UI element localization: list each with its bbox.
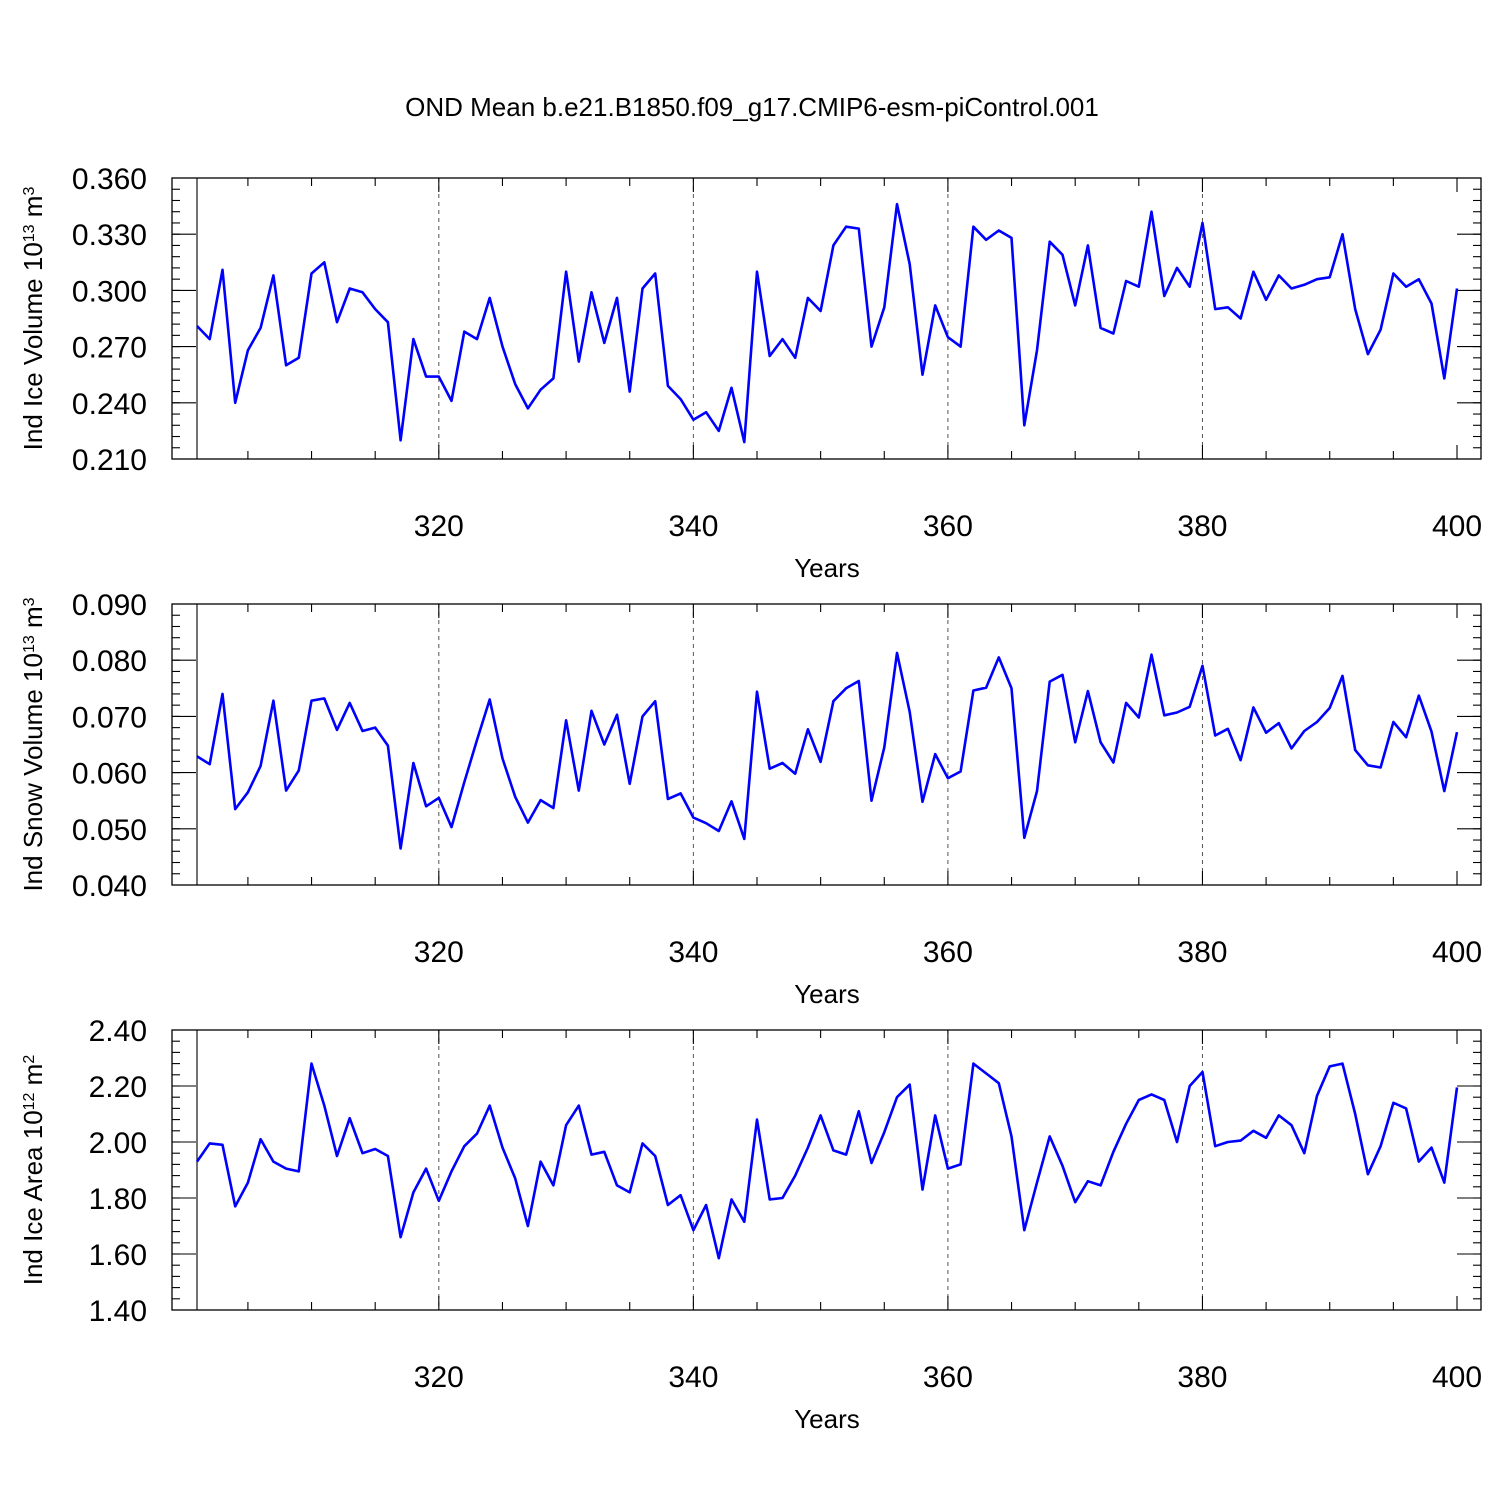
y-tick-label: 1.40	[89, 1295, 147, 1328]
y-tick-label: 2.00	[89, 1127, 147, 1160]
plot-frame	[171, 1029, 1482, 1311]
x-axis-title: Years	[794, 553, 860, 583]
y-tick-label: 0.040	[72, 870, 147, 903]
x-axis-title: Years	[794, 979, 860, 1009]
y-tick-label: 0.080	[72, 645, 147, 678]
plot-frame	[171, 603, 1482, 886]
x-tick-label: 320	[414, 1361, 464, 1394]
x-tick-label: 360	[923, 510, 973, 543]
x-tick-label: 380	[1177, 1361, 1227, 1394]
y-axis-title: Ind Ice Area 1012 m2	[18, 1055, 48, 1286]
y-tick-label: 2.20	[89, 1071, 147, 1104]
y-axis-title: Ind Ice Volume 1013 m3	[18, 187, 48, 451]
chart-title: OND Mean b.e21.B1850.f09_g17.CMIP6-esm-p…	[405, 92, 1099, 122]
panels: 0.210 0.240 0.270 0.300 0.330 0.360 320 340 360 3…	[18, 163, 1482, 1434]
x-tick-label: 360	[923, 1361, 973, 1394]
x-tick-label: 380	[1177, 936, 1227, 969]
y-tick-label: 0.050	[72, 814, 147, 847]
x-tick-label: 320	[414, 510, 464, 543]
x-tick-label: 340	[668, 936, 718, 969]
panel-ice-area: 1.40 1.60 1.80 2.00 2.20 2.40 320 340 360 380 400 Y…	[18, 1015, 1482, 1434]
x-tick-label: 400	[1432, 1361, 1482, 1394]
x-axis-title: Years	[794, 1404, 860, 1434]
y-tick-label: 0.090	[72, 589, 147, 622]
x-tick-label: 340	[668, 510, 718, 543]
y-tick-label: 0.070	[72, 701, 147, 734]
y-tick-label: 0.210	[72, 444, 147, 477]
series-line-ice-volume	[196, 202, 1459, 444]
y-tick-label: 0.300	[72, 275, 147, 308]
y-tick-label: 0.360	[72, 163, 147, 196]
panel-snow-volume: 0.040 0.050 0.060 0.070 0.080 0.090 320 340 360 3…	[18, 589, 1482, 1009]
panel-ice-volume: 0.210 0.240 0.270 0.300 0.330 0.360 320 340 360 3…	[18, 163, 1482, 583]
y-tick-label: 0.270	[72, 332, 147, 365]
x-tick-label: 400	[1432, 936, 1482, 969]
y-tick-label: 0.240	[72, 388, 147, 421]
y-tick-label: 1.80	[89, 1183, 147, 1216]
y-tick-label: 0.060	[72, 758, 147, 791]
y-tick-label: 0.330	[72, 219, 147, 252]
y-axis-title: Ind Snow Volume 1013 m3	[18, 597, 48, 891]
series-line-ice-area	[195, 1062, 1459, 1260]
x-tick-label: 360	[923, 936, 973, 969]
y-tick-label: 2.40	[89, 1015, 147, 1048]
y-tick-label: 1.60	[89, 1239, 147, 1272]
series-line-snow-volume	[196, 651, 1459, 850]
x-tick-label: 320	[414, 936, 464, 969]
x-tick-label: 400	[1432, 510, 1482, 543]
x-tick-label: 340	[668, 1361, 718, 1394]
plot-frame	[171, 177, 1482, 460]
x-tick-label: 380	[1177, 510, 1227, 543]
